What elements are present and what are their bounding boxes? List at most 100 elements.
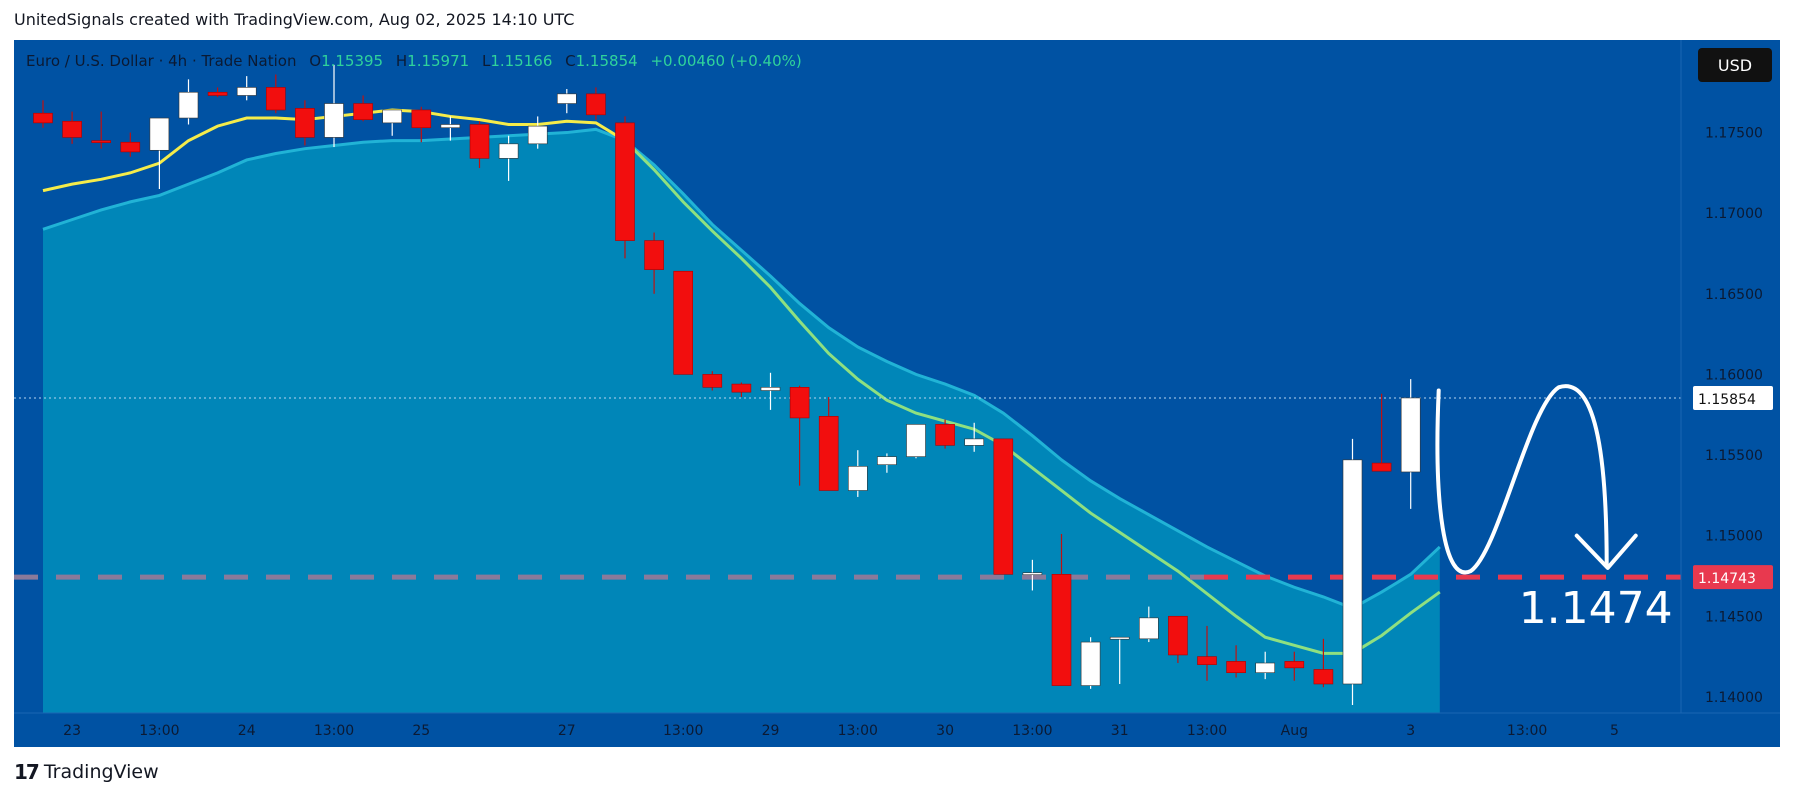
low-label: L xyxy=(481,52,491,70)
candle-body xyxy=(877,456,897,465)
candle-body xyxy=(760,387,781,391)
candle-body xyxy=(1109,636,1130,640)
symbol-name: Euro / U.S. Dollar · 4h · Trade Nation xyxy=(26,52,297,70)
candle-body xyxy=(1284,661,1305,669)
price-tick-label: 1.14000 xyxy=(1705,690,1763,706)
chart-header: UnitedSignals created with TradingView.c… xyxy=(14,10,575,29)
candle-body xyxy=(1371,462,1392,472)
candle-body xyxy=(207,91,228,96)
candle-body xyxy=(556,93,577,104)
candle-body xyxy=(673,270,694,375)
candle-body xyxy=(1168,615,1188,656)
price-tick-label: 1.16500 xyxy=(1705,287,1763,303)
change-value: +0.00460 (+0.40%) xyxy=(650,52,802,70)
candle-body xyxy=(33,112,53,124)
high-value: 1.15971 xyxy=(407,52,470,70)
time-tick-label: 13:00 xyxy=(1187,723,1227,739)
candle-body xyxy=(731,383,752,393)
candle-body xyxy=(1226,661,1246,673)
forecast-arrowhead xyxy=(1574,533,1638,570)
price-tick-label: 1.17500 xyxy=(1705,126,1763,142)
candle-body xyxy=(1197,656,1217,665)
candle-body xyxy=(178,91,199,119)
candle-body xyxy=(149,117,170,151)
price-tick-label: 1.15000 xyxy=(1705,529,1763,545)
candle-body xyxy=(469,124,490,159)
candle-body xyxy=(615,122,635,241)
candle-body xyxy=(847,466,868,491)
time-tick-label: 13:00 xyxy=(1012,723,1052,739)
time-tick-label: 13:00 xyxy=(314,723,354,739)
candle-body xyxy=(586,93,606,116)
tradingview-footer: 17 TradingView xyxy=(14,760,159,784)
candle-body xyxy=(411,109,432,129)
time-tick-label: 30 xyxy=(936,723,954,739)
symbol-legend: Euro / U.S. Dollar · 4h · Trade Nation O… xyxy=(26,52,802,70)
candle-body xyxy=(1342,459,1363,685)
tradingview-logo-icon: 17 xyxy=(14,760,40,784)
candle-body xyxy=(266,87,286,111)
candle-body xyxy=(964,438,985,446)
price-tick-label: 1.15500 xyxy=(1705,448,1763,464)
candle-body xyxy=(353,103,373,120)
time-tick-label: 25 xyxy=(412,723,430,739)
candle-body xyxy=(1051,574,1072,686)
last-price-label: 1.15854 xyxy=(1698,392,1756,408)
time-tick-label: 27 xyxy=(558,723,576,739)
close-value: 1.15854 xyxy=(575,52,638,70)
candle-body xyxy=(1255,662,1275,673)
candle-body xyxy=(295,108,315,138)
candle-body xyxy=(440,124,461,129)
candle-body xyxy=(120,141,141,153)
open-label: O xyxy=(309,52,322,70)
candle-body xyxy=(1080,641,1101,686)
time-tick-label: Aug xyxy=(1281,723,1308,739)
chart-area[interactable]: 1.1474 1.17500 1.17000 1.16500 1.16000 1.1550… xyxy=(14,40,1780,747)
candle-body xyxy=(818,416,839,491)
candle-body xyxy=(702,374,723,388)
time-tick-label: 31 xyxy=(1111,723,1129,739)
price-chart[interactable]: 1.1474 1.17500 1.17000 1.16500 1.16000 1.1550… xyxy=(14,40,1780,747)
high-label: H xyxy=(395,52,408,70)
candle-body xyxy=(1313,669,1334,685)
level-price-badge xyxy=(1693,565,1773,590)
candle-body xyxy=(91,140,111,143)
time-tick-label: 23 xyxy=(63,723,81,739)
candle-body xyxy=(789,387,810,419)
time-tick-label: 3 xyxy=(1406,723,1415,739)
target-price-text: 1.1474 xyxy=(1519,583,1673,634)
time-tick-label: 13:00 xyxy=(838,723,878,739)
candle-body xyxy=(1139,617,1159,640)
level-price-label: 1.14743 xyxy=(1698,571,1756,587)
currency-button[interactable]: USD xyxy=(1698,48,1772,82)
time-tick-label: 13:00 xyxy=(139,723,179,739)
brand-name: TradingView xyxy=(43,761,159,783)
slow-ma-line xyxy=(42,127,1441,610)
price-tick-label: 1.17000 xyxy=(1705,206,1763,222)
ema-cloud-area xyxy=(43,129,1440,713)
forecast-arrow xyxy=(1435,384,1609,575)
candle-body xyxy=(324,103,344,138)
time-axis-bg xyxy=(14,713,1780,747)
last-price-badge xyxy=(1693,385,1773,410)
time-tick-label: 13:00 xyxy=(663,723,703,739)
candle-body xyxy=(906,424,926,457)
time-tick-label: 13:00 xyxy=(1507,723,1547,739)
candle-body xyxy=(1022,572,1043,576)
close-label: C xyxy=(565,52,576,70)
time-tick-label: 5 xyxy=(1610,723,1619,739)
candle-body xyxy=(62,120,82,138)
candle-body xyxy=(527,125,548,145)
time-tick-label: 24 xyxy=(238,723,256,739)
candle-body xyxy=(382,109,403,124)
candle-body xyxy=(498,143,519,159)
low-value: 1.15166 xyxy=(490,52,553,70)
price-tick-label: 1.14500 xyxy=(1705,609,1763,625)
candle-body xyxy=(935,424,955,446)
time-tick-label: 29 xyxy=(762,723,780,739)
candle-body xyxy=(236,87,257,96)
candle-body xyxy=(1400,397,1421,473)
candle-body xyxy=(993,438,1014,575)
open-value: 1.15395 xyxy=(321,52,384,70)
fast-ma-line-lower xyxy=(623,139,1441,655)
